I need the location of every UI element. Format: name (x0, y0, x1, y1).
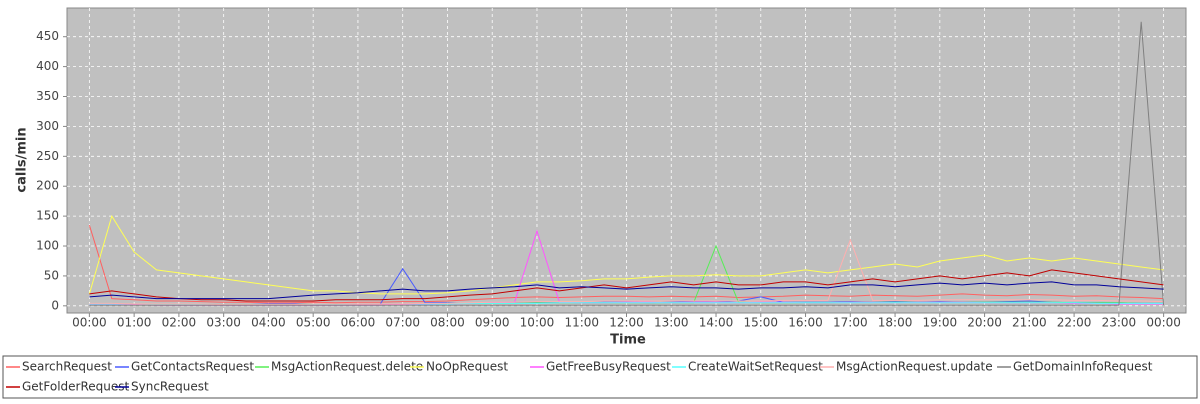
x-tick-label: 04:00 (251, 316, 286, 330)
x-tick-label: 03:00 (206, 316, 241, 330)
legend-label: GetFolderRequest (22, 380, 130, 394)
y-tick-label: 200 (36, 179, 59, 193)
y-tick-label: 350 (36, 89, 59, 103)
x-tick-label: 21:00 (1012, 316, 1047, 330)
x-tick-label: 06:00 (341, 316, 376, 330)
x-tick-label: 07:00 (385, 316, 420, 330)
y-axis-label: calls/min (15, 127, 30, 192)
series-line (88, 214, 1164, 295)
y-tick-label: 450 (36, 29, 59, 43)
x-tick-label: 11:00 (564, 316, 599, 330)
x-tick-label: 00:00 (72, 316, 107, 330)
x-tick-label: 14:00 (699, 316, 734, 330)
x-tick-label: 15:00 (743, 316, 778, 330)
legend-label: MsgActionRequest.update (836, 360, 993, 374)
legend-label: MsgActionRequest.delete (271, 360, 423, 374)
x-tick-label: 18:00 (878, 316, 913, 330)
y-tick-label: 300 (36, 119, 59, 133)
y-tick-label: 150 (36, 209, 59, 223)
legend-label: SearchRequest (22, 360, 112, 374)
legend (2, 355, 1198, 399)
series-line (89, 269, 1164, 302)
x-tick-label: 01:00 (117, 316, 152, 330)
x-tick-label: 05:00 (296, 316, 331, 330)
y-tick-label: 250 (36, 149, 59, 163)
series-line (88, 224, 1164, 304)
x-tick-label: 23:00 (1102, 316, 1137, 330)
x-tick-label: 00:00 (1146, 316, 1181, 330)
legend-label: GetFreeBusyRequest (546, 360, 671, 374)
x-tick-label: 09:00 (475, 316, 510, 330)
series-line (89, 21, 1165, 306)
x-tick-label: 16:00 (788, 316, 823, 330)
x-axis-label: Time (610, 333, 646, 348)
x-tick-label: 13:00 (654, 316, 689, 330)
x-tick-label: 02:00 (162, 316, 197, 330)
y-tick-label: 0 (51, 298, 59, 312)
x-tick-label: 20:00 (967, 316, 1002, 330)
y-tick-label: 400 (36, 59, 59, 73)
series-line (89, 281, 1164, 300)
x-tick-label: 19:00 (923, 316, 958, 330)
x-tick-label: 12:00 (609, 316, 644, 330)
legend-label: SyncRequest (131, 380, 209, 394)
x-tick-label: 22:00 (1057, 316, 1092, 330)
x-tick-label: 08:00 (430, 316, 465, 330)
y-tick-label: 50 (44, 268, 59, 282)
legend-label: GetContactsRequest (131, 360, 254, 374)
x-tick-label: 17:00 (833, 316, 868, 330)
legend-label: CreateWaitSetRequest (688, 360, 823, 374)
series-line (89, 238, 1164, 306)
y-tick-label: 100 (36, 239, 59, 253)
x-tick-label: 10:00 (520, 316, 555, 330)
legend-label: GetDomainInfoRequest (1013, 360, 1153, 374)
legend-label: NoOpRequest (426, 360, 508, 374)
